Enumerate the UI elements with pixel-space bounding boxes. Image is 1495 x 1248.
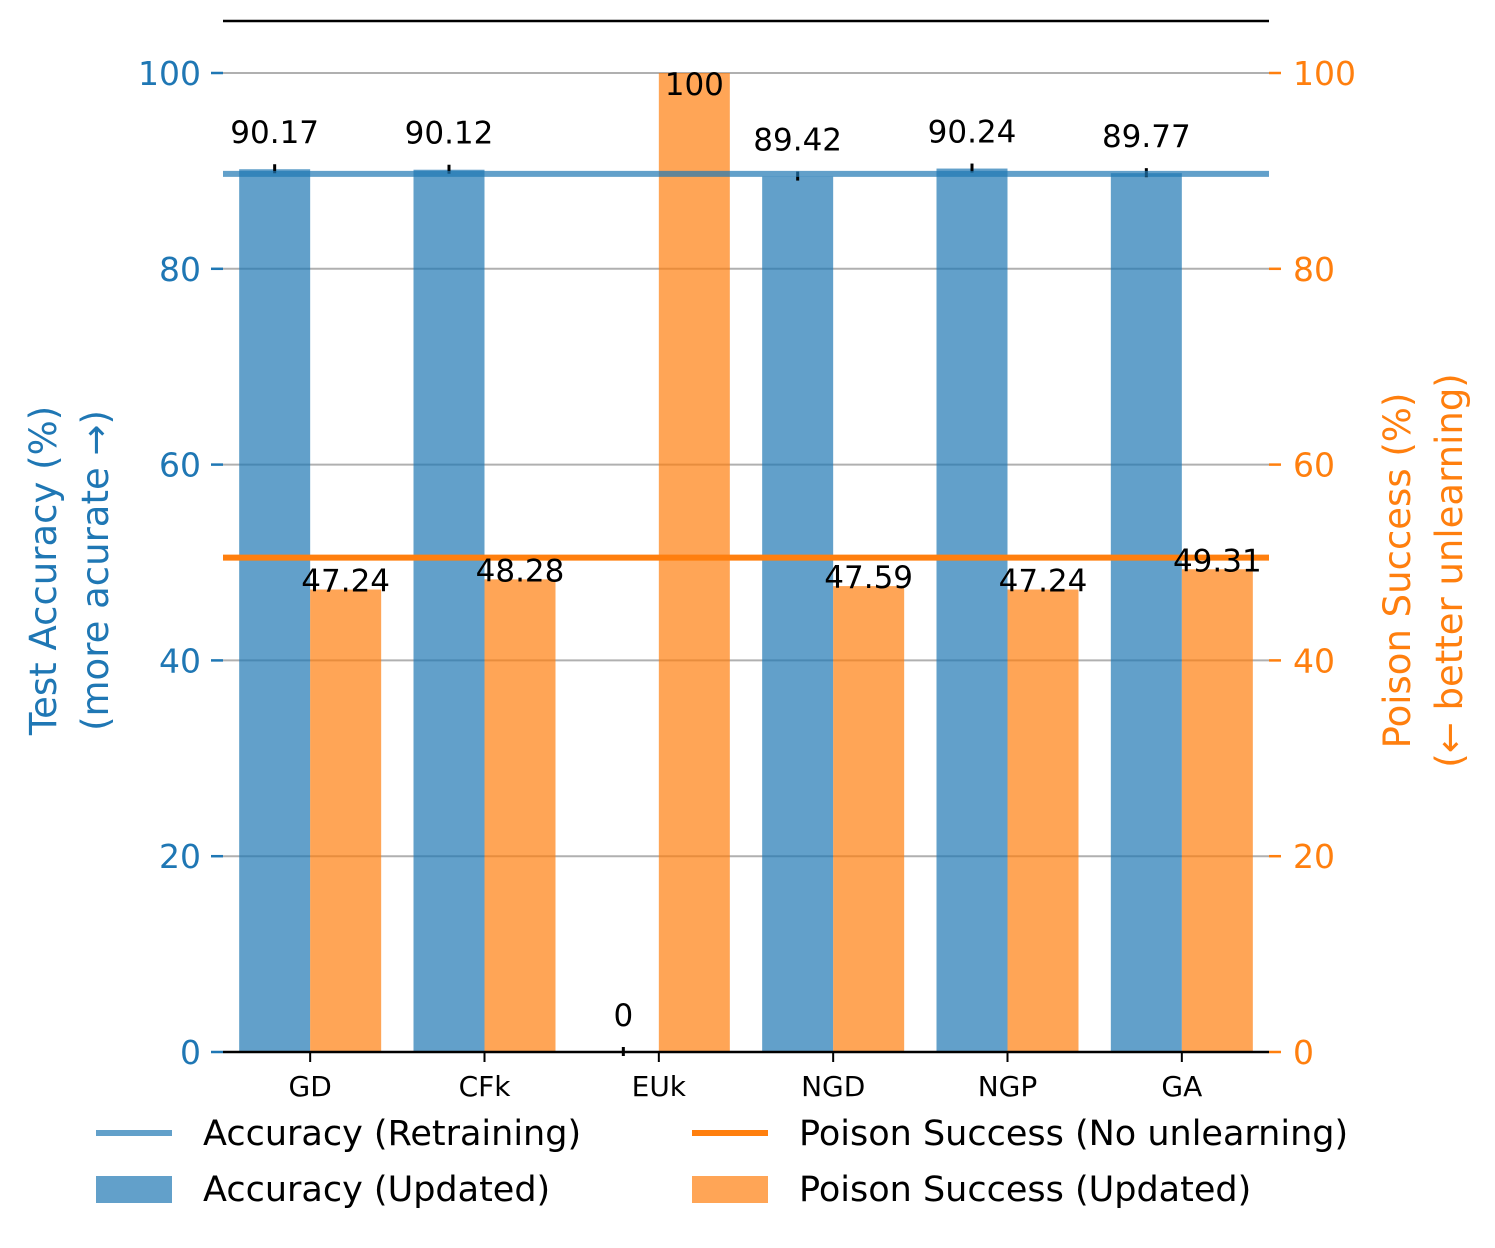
left-y-tick-label: 0 — [180, 1033, 201, 1072]
poison-label-ngd: 47.59 — [824, 560, 913, 596]
accuracy-label-cfk: 90.12 — [405, 116, 494, 152]
reference-lines — [223, 170, 1269, 561]
legend: Accuracy (Retraining) Poison Success (No … — [96, 1114, 1348, 1210]
legend-label: Poison Success (No unlearning) — [799, 1114, 1348, 1154]
accuracy-label-ngp: 90.24 — [928, 115, 1017, 151]
left-y-tick-label: 100 — [138, 54, 201, 93]
x-tick-label-gd: GD — [289, 1070, 332, 1103]
x-tick-label-ngp: NGP — [978, 1070, 1038, 1103]
axes: GD CFk EUk NGD NGP GA 0 0 20 20 40 40 60 60 80 80 100 100… — [22, 19, 1471, 1103]
accuracy-bar-ga — [1110, 173, 1182, 1052]
poison-label-ga: 49.31 — [1173, 543, 1262, 579]
poison-bar-ngp — [1007, 589, 1079, 1052]
bars — [239, 73, 1253, 1056]
legend-label: Poison Success (Updated) — [799, 1170, 1251, 1210]
poison-bar-euk — [658, 73, 730, 1052]
poison-label-euk: 100 — [665, 67, 724, 103]
accuracy-bar-ngp — [936, 168, 1008, 1052]
accuracy-label-ngd: 89.42 — [753, 123, 842, 159]
left-y-tick-label: 20 — [159, 837, 201, 876]
poison-bar-cfk — [484, 579, 556, 1052]
accuracy-label-gd: 90.17 — [230, 115, 319, 151]
accuracy-bar-gd — [239, 169, 311, 1052]
legend-label: Accuracy (Updated) — [203, 1170, 550, 1210]
right-y-axis-subtitle: (← better unlearning) — [1428, 373, 1471, 767]
accuracy-label-ga: 89.77 — [1102, 119, 1191, 155]
x-tick-label-cfk: CFk — [459, 1070, 512, 1103]
right-y-tick-label: 80 — [1293, 250, 1335, 289]
x-tick-label-ngd: NGD — [801, 1070, 865, 1103]
right-y-tick-label: 0 — [1293, 1033, 1314, 1072]
right-y-tick-label: 40 — [1293, 641, 1335, 680]
right-y-axis-title: Poison Success (%) — [1376, 393, 1419, 749]
left-y-tick-label: 80 — [159, 250, 201, 289]
accuracy-label-euk: 0 — [613, 998, 633, 1034]
left-y-axis-subtitle: (more acurate →) — [74, 410, 117, 731]
right-y-tick-label: 60 — [1293, 446, 1335, 485]
poison-bar-ngd — [833, 586, 905, 1052]
x-tick-label-euk: EUk — [632, 1070, 687, 1103]
poison-label-cfk: 48.28 — [476, 553, 565, 589]
x-tick-label-ga: GA — [1161, 1070, 1202, 1103]
right-y-tick-label: 20 — [1293, 837, 1335, 876]
legend-label: Accuracy (Retraining) — [203, 1114, 581, 1154]
poison-label-ngp: 47.24 — [999, 564, 1088, 600]
right-y-tick-label: 100 — [1293, 54, 1356, 93]
poison-bar-ga — [1181, 569, 1253, 1052]
data-labels: 90.17 90.12 0 89.42 90.24 89.77 47.24 48.28 100 4… — [230, 67, 1261, 1034]
left-y-tick-label: 40 — [159, 641, 201, 680]
left-y-axis-title: Test Accuracy (%) — [22, 406, 65, 736]
accuracy-bar-cfk — [413, 169, 485, 1052]
legend-patch-swatch — [692, 1176, 768, 1203]
accuracy-bar-ngd — [762, 176, 834, 1053]
poison-label-gd: 47.24 — [301, 564, 390, 600]
poison-bar-gd — [310, 589, 382, 1052]
legend-patch-swatch — [96, 1176, 172, 1203]
left-y-tick-label: 60 — [159, 446, 201, 485]
